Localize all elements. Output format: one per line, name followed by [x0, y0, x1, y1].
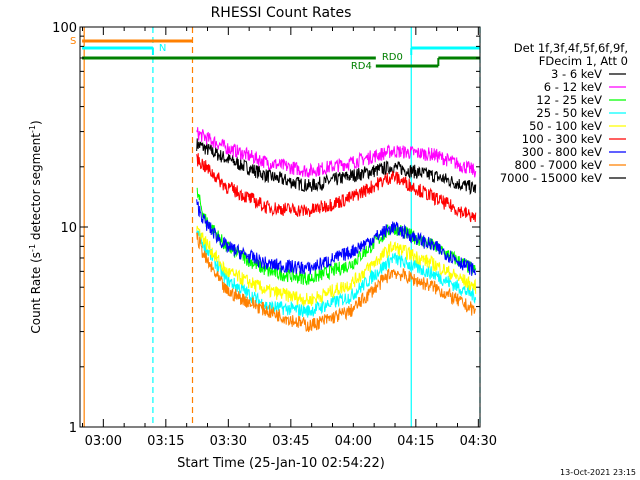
y-axis-label-base: Count Rate (s [29, 252, 43, 334]
x-axis-label: Start Time (25-Jan-10 02:54:22) [177, 456, 385, 471]
x-tick-label: 04:30 [460, 434, 497, 449]
state-label: N [159, 43, 166, 54]
series-line [196, 153, 477, 223]
state-label: RD4 [351, 61, 372, 72]
series-line [196, 127, 477, 178]
y-axis: 1 10 100 [52, 21, 480, 436]
legend-label: 50 - 100 keV [529, 119, 602, 133]
x-tick-label: 03:00 [85, 434, 122, 449]
y-axis-label-mid: detector segment [29, 133, 43, 244]
series-lines [196, 127, 477, 333]
x-tick-label: 04:00 [335, 434, 372, 449]
y-tick-label: 1 [69, 421, 77, 436]
legend-label: 7000 - 15000 keV [500, 171, 602, 185]
y-axis-label-sup2: -1 [28, 125, 37, 133]
y-axis-label-sup1: -1 [28, 244, 37, 252]
legend-header-line1: Det 1f,3f,4f,5f,6f,9f, [514, 41, 628, 55]
series-line [196, 199, 477, 276]
y-axis-label: Count Rate (s-1 detector segment-1) [28, 120, 43, 333]
state-bars: S N RD0 RD4 [70, 36, 480, 72]
legend-header-line2: FDecim 1, Att 0 [539, 54, 628, 68]
x-tick-label: 03:30 [210, 434, 247, 449]
series-line [196, 225, 477, 307]
legend-label: 3 - 6 keV [551, 67, 602, 81]
y-tick-label: 100 [52, 21, 77, 36]
x-tick-label: 03:45 [272, 434, 309, 449]
y-axis-label-end: ) [29, 120, 43, 125]
state-label: S [70, 36, 76, 47]
legend-label: 25 - 50 keV [536, 106, 602, 120]
x-tick-label: 03:15 [147, 434, 184, 449]
legend-label: 6 - 12 keV [544, 80, 602, 94]
legend-label: 100 - 300 keV [522, 132, 602, 146]
x-axis: 03:00 03:15 03:30 03:45 04:00 04:15 04:30 [82, 27, 497, 449]
state-label: RD0 [382, 52, 403, 63]
y-tick-label: 10 [60, 221, 77, 236]
legend-label: 12 - 25 keV [536, 93, 602, 107]
chart-title: RHESSI Count Rates [211, 5, 352, 21]
series-line [196, 232, 477, 333]
x-tick-label: 04:15 [397, 434, 434, 449]
legend-label: 300 - 800 keV [522, 145, 602, 159]
legend: Det 1f,3f,4f,5f,6f,9f, FDecim 1, Att 0 3… [500, 41, 628, 185]
footer-date: 13-Oct-2021 23:15 [560, 468, 636, 477]
series-line [196, 229, 477, 318]
legend-label: 800 - 7000 keV [514, 158, 602, 172]
series-line [196, 138, 477, 196]
